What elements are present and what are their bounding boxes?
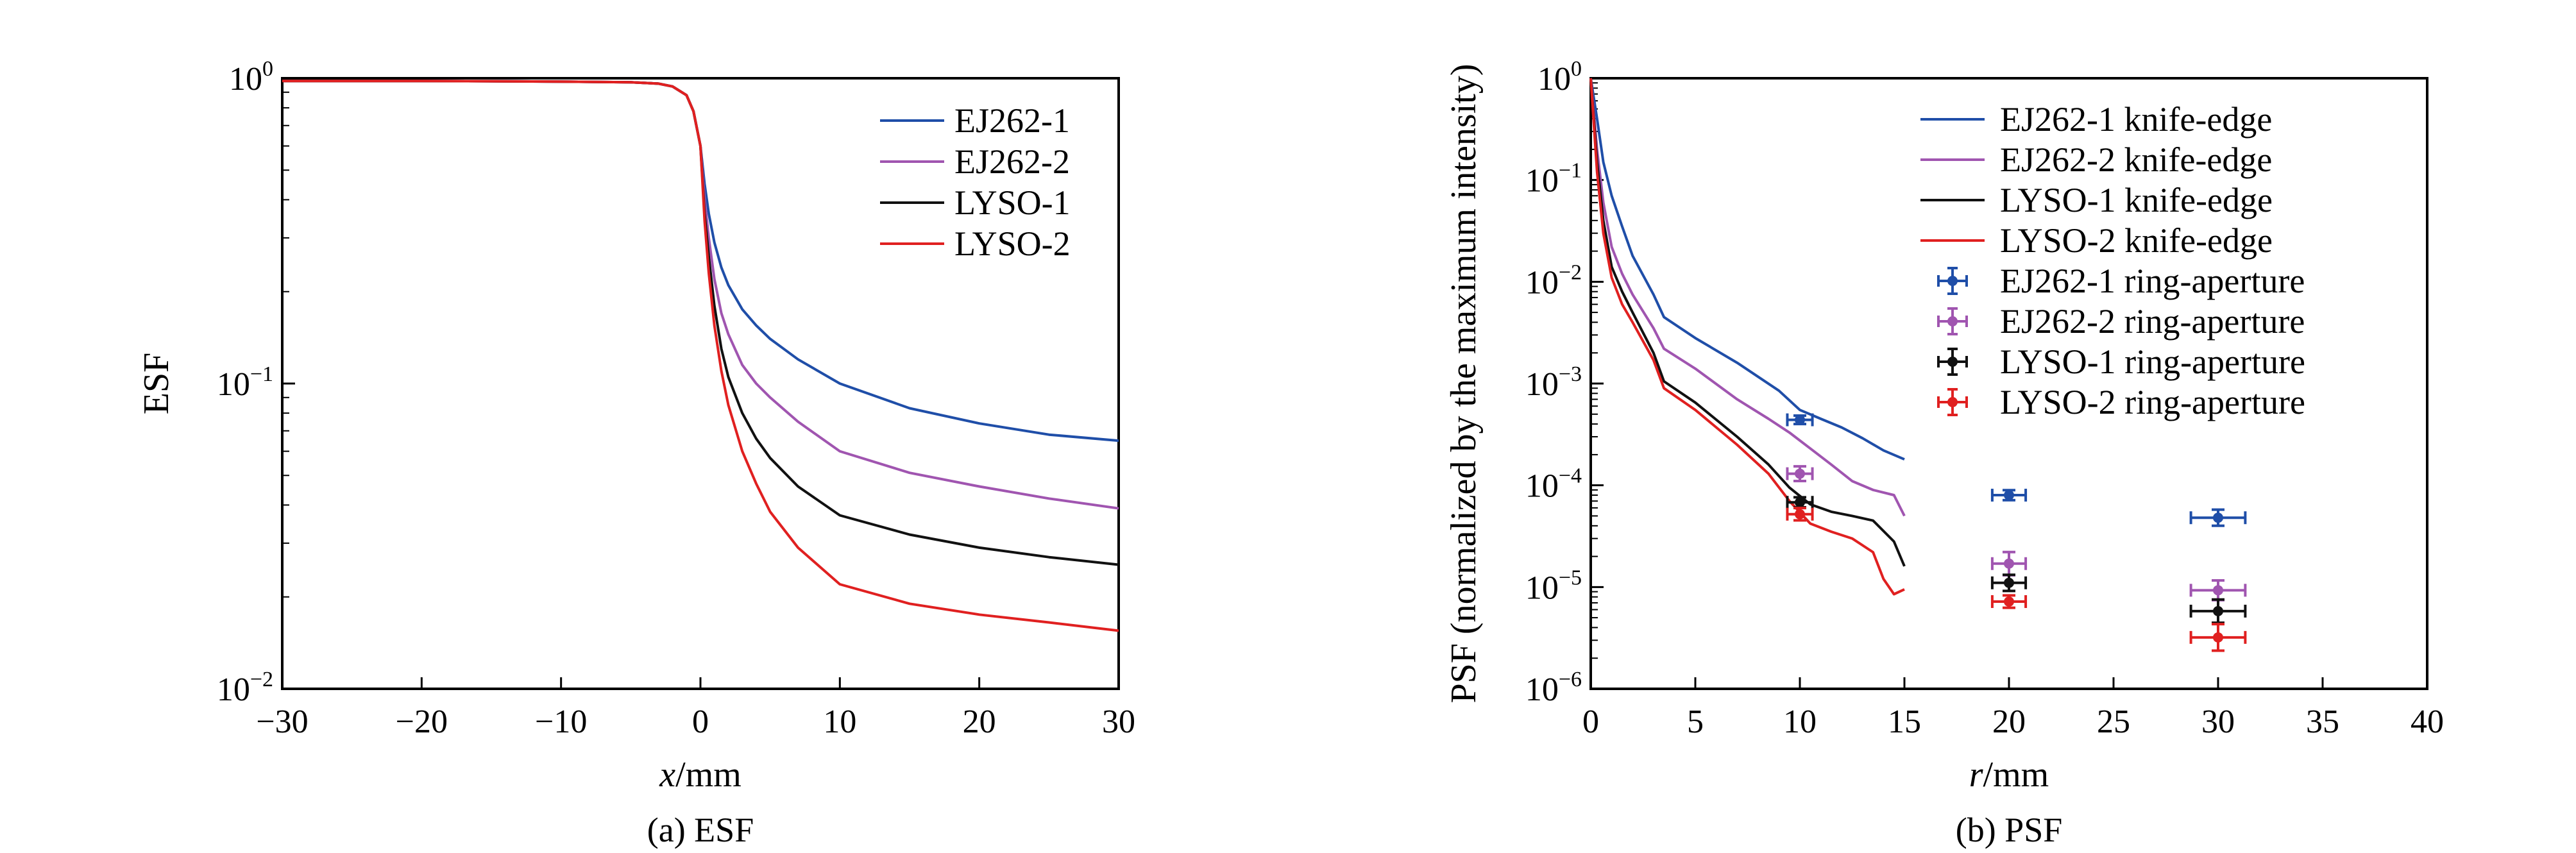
ring-aperture-point	[2213, 585, 2223, 596]
y-tick-label: 10−3	[1525, 362, 1582, 403]
x-tick-label: 30	[2201, 704, 2235, 740]
ring-aperture-point	[2004, 490, 2014, 501]
y-tick-exponent: −2	[250, 668, 273, 691]
x-tick-label: 0	[1582, 704, 1599, 740]
x-tick-label: 40	[2411, 704, 2444, 740]
legend-label: EJ262-1 ring-aperture	[2000, 262, 2305, 300]
y-tick-base: 10	[1525, 264, 1559, 301]
y-tick-label: 100	[1538, 57, 1582, 97]
y-tick-base: 10	[229, 61, 262, 97]
y-tick-base: 10	[1525, 163, 1559, 199]
ring-aperture-point	[2213, 512, 2223, 523]
panel-caption: (b) PSF	[1956, 811, 2063, 849]
x-tick-label: 15	[1888, 704, 1921, 740]
knife-edge-line	[1589, 78, 1906, 567]
knife-edge-line	[1589, 78, 1905, 596]
x-axis-unit: /mm	[675, 755, 741, 795]
x-tick-label: 20	[1992, 704, 2026, 740]
knife-edge-line	[1589, 78, 1906, 517]
legend-label: EJ262-1	[954, 101, 1070, 140]
y-tick-exponent: −1	[250, 362, 273, 386]
ring-aperture-point	[1795, 414, 1805, 425]
ring-aperture-point	[2004, 577, 2014, 588]
y-tick-exponent: 0	[262, 57, 273, 81]
y-axis-label: PSF (normalized by the maximum intensity…	[1444, 63, 1484, 703]
y-tick-label: 10−2	[217, 668, 273, 708]
legend-marker	[1947, 316, 1958, 326]
series-line-lyso-2	[282, 80, 1119, 632]
legend-label: EJ262-2 knife-edge	[2000, 140, 2272, 179]
panel-psf: 0 5 10 15 20 25 30 35 4010010−110−210−310−410−51…	[1444, 57, 2444, 849]
x-tick-label: 0	[692, 704, 709, 740]
ring-aperture-point	[2004, 558, 2014, 569]
y-tick-base: 10	[1538, 61, 1571, 97]
ring-aperture-point	[1795, 509, 1805, 519]
y-tick-exponent: −2	[1559, 260, 1582, 284]
y-tick-exponent: −3	[1559, 362, 1582, 386]
y-tick-base: 10	[217, 671, 250, 708]
legend-label: LYSO-2 knife-edge	[2000, 221, 2273, 260]
legend-marker	[1947, 276, 1958, 286]
y-tick-label: 10−1	[217, 362, 273, 403]
legend-label: LYSO-2	[954, 224, 1071, 263]
legend-label: EJ262-1 knife-edge	[2000, 100, 2272, 139]
x-axis-symbol: x	[659, 755, 675, 795]
y-tick-label: 10−4	[1525, 464, 1582, 505]
legend-label: LYSO-1	[954, 183, 1071, 222]
y-tick-exponent: −5	[1559, 566, 1582, 589]
y-tick-base: 10	[1525, 671, 1559, 708]
legend-marker	[1947, 357, 1958, 367]
y-tick-exponent: −1	[1559, 159, 1582, 183]
x-tick-label: −20	[396, 704, 448, 740]
legend-label: EJ262-2 ring-aperture	[2000, 302, 2305, 341]
x-tick-label: 30	[1102, 704, 1135, 740]
y-tick-base: 10	[1525, 366, 1559, 403]
y-tick-label: 10−2	[1525, 260, 1582, 301]
legend-label: EJ262-2	[954, 142, 1070, 181]
y-tick-exponent: 0	[1571, 57, 1582, 81]
x-tick-label: −10	[535, 704, 587, 740]
y-tick-exponent: −6	[1559, 668, 1582, 691]
y-tick-base: 10	[1525, 468, 1559, 505]
x-tick-label: 35	[2306, 704, 2339, 740]
x-tick-label: 10	[1783, 704, 1817, 740]
y-tick-label: 10−5	[1525, 566, 1582, 606]
ring-aperture-point	[2213, 605, 2223, 616]
x-axis-label: x/mm	[659, 755, 741, 795]
legend-label: LYSO-2 ring-aperture	[2000, 383, 2305, 421]
ring-aperture-point	[2213, 632, 2223, 643]
knife-edge-line	[1589, 78, 1905, 461]
y-tick-label: 10−6	[1525, 668, 1582, 708]
legend-label: LYSO-1 ring-aperture	[2000, 342, 2305, 381]
y-tick-base: 10	[217, 366, 250, 403]
ring-aperture-point	[1795, 468, 1805, 479]
y-tick-base: 10	[1525, 570, 1559, 606]
legend-marker	[1947, 397, 1958, 407]
x-tick-label: −30	[256, 704, 308, 740]
x-axis-label: r/mm	[1969, 755, 2049, 795]
legend-label: LYSO-1 knife-edge	[2000, 181, 2273, 219]
x-axis-unit: /mm	[1983, 755, 2049, 795]
x-tick-label: 25	[2097, 704, 2130, 740]
x-tick-label: 20	[963, 704, 996, 740]
x-tick-label: 5	[1687, 704, 1704, 740]
x-axis-symbol: r	[1969, 755, 1983, 795]
y-axis-label: ESF	[137, 353, 176, 415]
y-tick-exponent: −4	[1559, 464, 1582, 488]
x-tick-label: 10	[823, 704, 856, 740]
ring-aperture-point	[2004, 596, 2014, 607]
panel-caption: (a) ESF	[647, 811, 754, 849]
y-tick-label: 100	[229, 57, 273, 97]
y-tick-label: 10−1	[1525, 159, 1582, 199]
ring-aperture-point	[1795, 497, 1805, 508]
